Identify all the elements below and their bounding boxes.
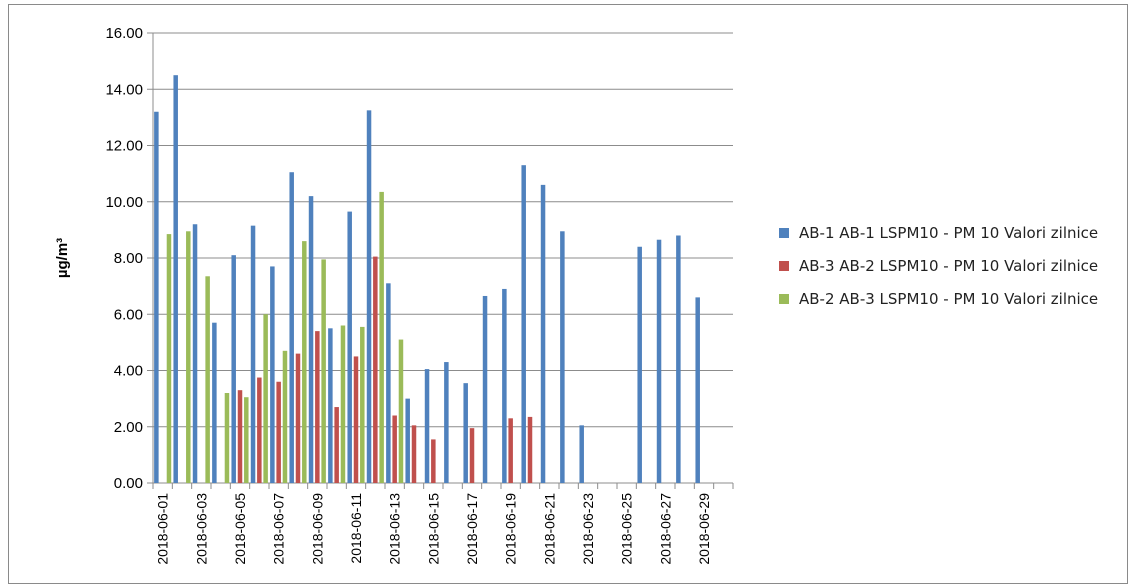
legend-label: AB-2 AB-3 LSPM10 - PM 10 Valori zilnice: [799, 290, 1099, 308]
bar: [431, 439, 436, 483]
legend-item: AB-2 AB-3 LSPM10 - PM 10 Valori zilnice: [779, 287, 1132, 311]
bar: [308, 196, 314, 483]
x-tick-label: 2018-06-21: [541, 493, 557, 565]
y-tick-label: 16.00: [105, 25, 143, 42]
bar: [579, 425, 584, 483]
bar: [186, 231, 191, 483]
bar: [386, 283, 391, 483]
bar: [212, 322, 217, 483]
x-tick-label: 2018-06-25: [619, 493, 635, 565]
bar: [373, 256, 378, 483]
x-tick-label: 2018-06-29: [696, 493, 712, 565]
bar: [469, 428, 475, 483]
bar: [289, 172, 294, 483]
legend-swatch: [779, 228, 789, 238]
bar: [205, 276, 210, 483]
x-tick-label: 2018-06-23: [580, 493, 596, 565]
bar: [340, 325, 346, 483]
bar: [521, 165, 526, 483]
legend-swatch: [779, 261, 789, 271]
bar-chart: 0.00 2.00 4.00 6.00 8.00 10.00 12.00 14.00 16.00…: [54, 25, 734, 565]
bar: [173, 75, 178, 483]
bar: [328, 328, 333, 483]
legend-label: AB-3 AB-2 LSPM10 - PM 10 Valori zilnice: [799, 257, 1099, 275]
bar: [502, 288, 507, 483]
y-tick-label: 12.00: [105, 138, 143, 155]
bar: [527, 416, 533, 483]
bar: [482, 295, 488, 483]
bar: [411, 425, 417, 483]
y-tick-label: 6.00: [114, 306, 143, 323]
x-tick-label: 2018-06-13: [387, 493, 403, 565]
x-tick-label: 2018-06-11: [348, 493, 364, 564]
y-tick-label: 10.00: [105, 194, 143, 211]
bar: [282, 350, 288, 483]
bar: [224, 393, 230, 483]
bar: [424, 369, 430, 483]
bar: [398, 339, 404, 483]
bar: [237, 390, 243, 483]
bar: [695, 297, 700, 483]
chart-frame: 0.00 2.00 4.00 6.00 8.00 10.00 12.00 14.00 16.00…: [8, 4, 1128, 584]
bar: [360, 326, 365, 483]
bar: [379, 191, 384, 483]
bar: [392, 415, 397, 483]
y-tick-label: 0.00: [114, 475, 143, 492]
bar: [405, 398, 410, 483]
legend-label: AB-1 AB-1 LSPM10 - PM 10 Valori zilnice: [799, 224, 1099, 242]
bar: [231, 255, 236, 483]
bar: [656, 239, 662, 483]
bar: [676, 235, 681, 483]
bar: [347, 211, 352, 483]
x-tick-label: 2018-06-27: [657, 493, 673, 565]
bar: [353, 356, 359, 483]
bar: [263, 314, 268, 483]
bar: [154, 111, 159, 483]
x-tick-label: 2018-06-03: [193, 493, 209, 565]
x-tick-label: 2018-06-01: [155, 493, 171, 565]
legend: AB-1 AB-1 LSPM10 - PM 10 Valori zilnice A…: [779, 221, 1132, 320]
legend-item: AB-1 AB-1 LSPM10 - PM 10 Valori zilnice: [779, 221, 1132, 245]
bar: [560, 231, 565, 483]
bar: [508, 418, 513, 483]
bar: [637, 246, 642, 483]
bar: [244, 397, 249, 483]
legend-item: AB-3 AB-2 LSPM10 - PM 10 Valori zilnice: [779, 254, 1132, 278]
bar: [257, 377, 262, 483]
bar: [315, 331, 320, 483]
x-tick-label: 2018-06-05: [232, 493, 248, 565]
bar: [295, 353, 301, 483]
legend-swatch: [779, 294, 789, 304]
bar: [166, 234, 172, 483]
x-tick-label: 2018-06-07: [271, 493, 287, 565]
bar: [270, 266, 275, 483]
y-tick-label: 2.00: [114, 419, 143, 436]
bar: [540, 184, 546, 483]
x-tick-label: 2018-06-17: [464, 493, 480, 565]
x-tick-label: 2018-06-19: [503, 493, 519, 565]
y-axis-label: µg/m³: [54, 238, 71, 278]
bar: [276, 381, 281, 483]
bar: [334, 407, 339, 483]
bar: [366, 110, 372, 483]
x-tick-label: 2018-06-09: [309, 493, 325, 565]
bar: [192, 224, 198, 483]
bar: [321, 259, 326, 483]
bar: [302, 241, 307, 483]
y-tick-label: 8.00: [114, 250, 143, 267]
y-tick-label: 4.00: [114, 363, 143, 380]
bar: [250, 225, 256, 483]
bar: [444, 362, 449, 483]
x-tick-label: 2018-06-15: [425, 493, 441, 565]
y-tick-label: 14.00: [105, 81, 143, 98]
bar: [463, 383, 468, 483]
